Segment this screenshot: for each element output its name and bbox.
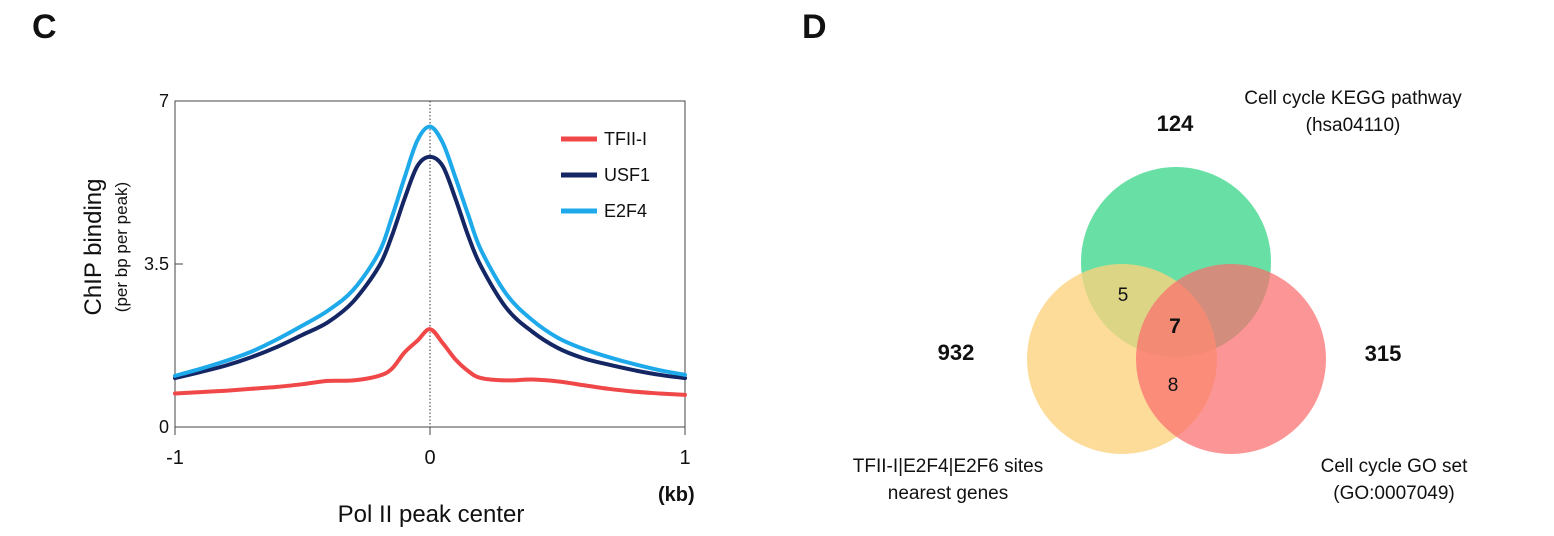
venn-count-go: 315	[1365, 341, 1402, 366]
y-axis-subtitle: (per bp per peak)	[112, 182, 131, 312]
series-line-e2f4	[173, 124, 687, 378]
y-axis-title: ChIP binding	[80, 179, 107, 316]
x-tick-label: -1	[166, 447, 184, 469]
venn-label-sites-line2: nearest genes	[888, 483, 1008, 504]
y-axis-ticks: 03.57	[144, 91, 183, 437]
series-line-usf1	[173, 154, 687, 381]
venn-count-kegg: 124	[1157, 111, 1194, 136]
x-axis-ticks: -1 0 1	[166, 427, 691, 469]
series-line-tfii-i	[173, 327, 687, 397]
x-tick-label: 0	[424, 447, 435, 469]
y-tick-label: 7	[159, 91, 169, 111]
legend-label: E2F4	[604, 201, 647, 221]
venn-overlap-all: 7	[1169, 315, 1181, 338]
y-axis-label: ChIP binding (per bp per peak)	[80, 179, 131, 316]
y-tick-label: 3.5	[144, 254, 169, 274]
venn-circle-go	[1136, 264, 1326, 454]
venn-label-sites-line1: TFII-I|E2F4|E2F6 sites	[853, 456, 1043, 477]
venn-overlap-kegg-sites: 5	[1118, 285, 1129, 306]
venn-label-kegg-id: (hsa04110)	[1306, 115, 1401, 136]
legend-label: USF1	[604, 165, 650, 185]
venn-label-kegg-name: Cell cycle KEGG pathway	[1244, 88, 1462, 109]
venn-label-go-name: Cell cycle GO set	[1321, 456, 1468, 477]
venn-label-go-id: (GO:0007049)	[1333, 483, 1454, 504]
y-tick-label: 0	[159, 417, 169, 437]
series-lines	[173, 124, 687, 397]
panel-letter-c: C	[32, 8, 57, 46]
venn-count-sites: 932	[938, 340, 975, 365]
x-axis-title: Pol II peak center	[338, 501, 525, 528]
legend-label: TFII-I	[604, 129, 647, 149]
venn-overlap-sites-go: 8	[1168, 375, 1179, 396]
legend: TFII-I USF1 E2F4	[561, 129, 650, 221]
x-tick-label: 1	[679, 447, 690, 469]
x-axis-unit: (kb)	[658, 484, 695, 506]
panel-letter-d: D	[802, 8, 827, 46]
venn-diagram: Cell cycle KEGG pathway (hsa04110) 124 9…	[853, 88, 1468, 504]
